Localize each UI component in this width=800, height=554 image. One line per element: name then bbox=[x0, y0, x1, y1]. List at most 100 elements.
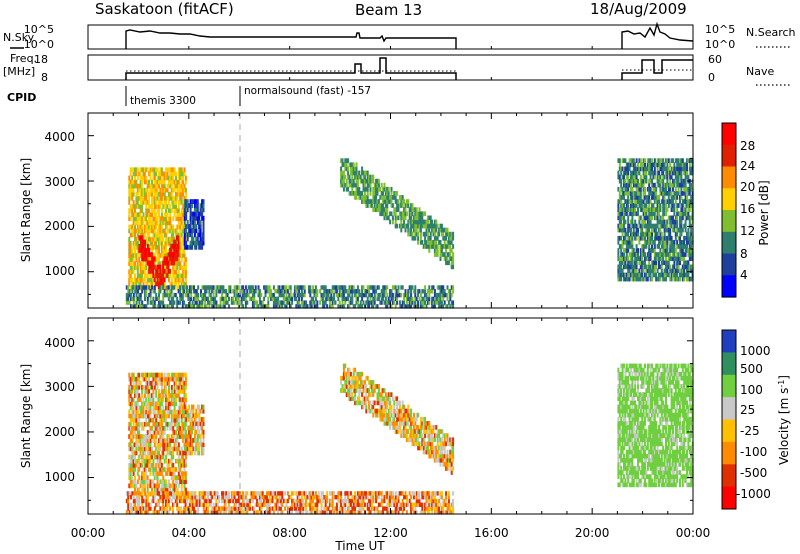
range-time-cell bbox=[170, 240, 173, 246]
range-time-cell bbox=[144, 243, 146, 249]
range-time-cell bbox=[177, 467, 180, 472]
range-time-cell bbox=[205, 289, 208, 294]
range-time-cell bbox=[128, 212, 131, 217]
range-time-cell bbox=[655, 264, 658, 270]
range-time-cell bbox=[249, 296, 252, 302]
range-time-cell bbox=[686, 186, 688, 192]
range-time-cell bbox=[128, 467, 131, 472]
range-time-cell bbox=[173, 179, 176, 185]
range-time-cell bbox=[358, 174, 361, 180]
range-time-cell bbox=[146, 281, 149, 287]
range-time-cell bbox=[356, 174, 359, 180]
range-time-cell bbox=[639, 186, 642, 192]
range-time-cell bbox=[159, 261, 162, 266]
range-time-cell bbox=[156, 397, 159, 402]
range-time-cell bbox=[186, 408, 189, 414]
range-time-cell bbox=[372, 195, 375, 200]
range-time-cell bbox=[141, 285, 144, 290]
range-time-cell bbox=[674, 276, 677, 282]
range-time-cell bbox=[132, 269, 135, 275]
range-time-cell bbox=[129, 430, 132, 435]
range-time-cell bbox=[177, 277, 180, 283]
range-time-cell bbox=[182, 179, 185, 185]
range-time-cell bbox=[201, 207, 204, 213]
range-time-cell bbox=[148, 462, 151, 468]
range-time-cell bbox=[153, 495, 156, 500]
range-time-cell bbox=[131, 187, 134, 193]
range-time-cell bbox=[173, 196, 176, 201]
range-time-cell bbox=[163, 389, 166, 394]
range-time-cell bbox=[440, 248, 443, 253]
range-time-cell bbox=[173, 183, 176, 189]
range-time-cell bbox=[314, 285, 317, 290]
range-time-cell bbox=[653, 195, 656, 200]
range-time-cell bbox=[166, 220, 169, 226]
range-time-cell bbox=[183, 285, 186, 290]
range-time-cell bbox=[631, 178, 634, 184]
range-time-cell bbox=[156, 261, 159, 266]
range-time-cell bbox=[148, 224, 151, 230]
range-time-cell bbox=[393, 211, 396, 217]
range-time-cell bbox=[670, 219, 673, 225]
range-time-cell bbox=[143, 393, 146, 398]
range-time-cell bbox=[173, 228, 176, 234]
range-time-cell bbox=[393, 285, 396, 290]
range-time-cell bbox=[139, 269, 142, 275]
range-time-cell bbox=[299, 304, 302, 309]
range-time-cell bbox=[177, 300, 180, 305]
range-time-cell bbox=[141, 421, 144, 427]
range-time-cell bbox=[136, 249, 139, 254]
range-time-cell bbox=[176, 409, 179, 415]
range-time-cell bbox=[676, 166, 679, 172]
range-time-cell bbox=[637, 186, 639, 192]
range-time-cell bbox=[159, 216, 162, 222]
range-time-cell bbox=[166, 376, 169, 382]
range-time-cell bbox=[359, 174, 362, 180]
range-time-cell bbox=[228, 285, 230, 290]
range-time-cell bbox=[139, 248, 142, 253]
range-time-cell bbox=[162, 467, 165, 472]
range-time-cell bbox=[656, 174, 659, 180]
range-time-cell bbox=[253, 292, 256, 298]
range-time-cell bbox=[440, 244, 443, 249]
range-time-cell bbox=[419, 304, 422, 309]
range-time-cell bbox=[180, 405, 183, 411]
range-time-cell bbox=[635, 260, 638, 266]
range-time-cell bbox=[193, 232, 196, 238]
range-time-cell bbox=[442, 231, 445, 237]
range-time-cell bbox=[166, 292, 169, 298]
range-time-cell bbox=[152, 397, 155, 402]
range-time-cell bbox=[176, 228, 179, 234]
range-time-cell bbox=[162, 487, 165, 493]
range-time-cell bbox=[690, 240, 693, 245]
range-time-cell bbox=[132, 430, 135, 435]
range-time-cell bbox=[638, 215, 641, 221]
range-time-cell bbox=[646, 186, 649, 192]
range-time-cell bbox=[128, 292, 131, 298]
range-time-cell bbox=[313, 289, 316, 294]
range-time-cell bbox=[149, 372, 152, 378]
range-time-cell bbox=[648, 268, 651, 274]
range-time-cell bbox=[159, 175, 162, 181]
range-time-cell bbox=[149, 300, 152, 305]
range-time-cell bbox=[340, 158, 343, 163]
range-time-cell bbox=[386, 211, 389, 217]
range-time-cell bbox=[189, 413, 192, 418]
range-time-cell bbox=[169, 171, 172, 177]
range-time-cell bbox=[151, 191, 153, 197]
range-time-cell bbox=[142, 281, 145, 287]
range-time-cell bbox=[170, 196, 173, 201]
range-time-cell bbox=[349, 166, 352, 172]
range-time-cell bbox=[639, 231, 642, 237]
range-time-cell bbox=[135, 506, 138, 511]
range-time-cell bbox=[649, 174, 652, 180]
range-time-cell bbox=[212, 289, 215, 294]
range-time-cell bbox=[149, 430, 152, 435]
range-time-cell bbox=[366, 203, 369, 208]
range-time-cell bbox=[634, 272, 637, 278]
range-time-cell bbox=[327, 292, 330, 298]
range-time-cell bbox=[162, 292, 165, 298]
range-time-cell bbox=[652, 223, 655, 229]
range-time-cell bbox=[170, 417, 173, 423]
range-time-cell bbox=[677, 252, 680, 257]
